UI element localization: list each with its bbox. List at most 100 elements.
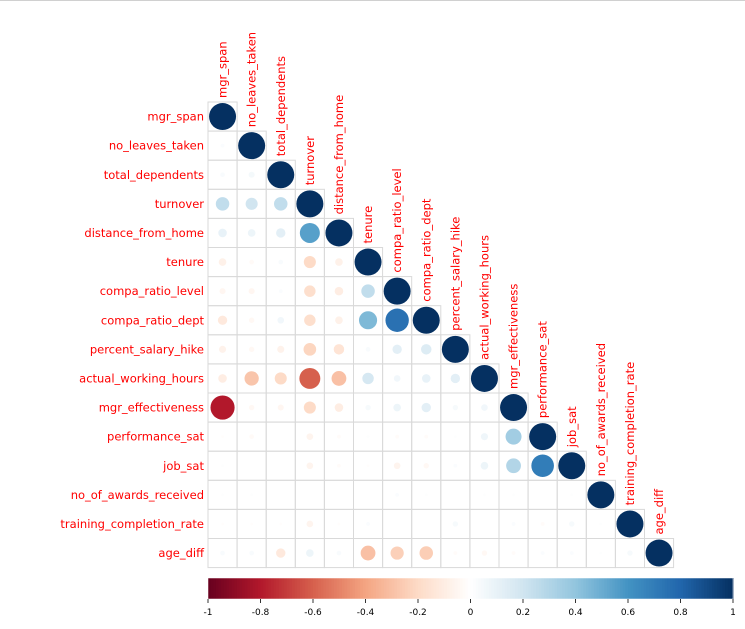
colorbar-segment	[221, 578, 225, 599]
row-label-turnover: turnover	[155, 197, 205, 211]
colorbar-segment	[509, 578, 514, 599]
colorbar-segment	[449, 578, 453, 599]
colorbar-segment	[507, 578, 511, 599]
colorbar-segment	[210, 578, 214, 599]
colorbar-segment	[368, 578, 372, 599]
colorbar-segment	[297, 578, 301, 599]
colorbar-segment	[386, 578, 390, 599]
corr-circle-training_completion_rate-no_leaves_taken	[250, 522, 253, 526]
colorbar-segment	[612, 578, 616, 599]
colorbar-segment	[730, 578, 734, 599]
colorbar-segment	[446, 578, 451, 599]
corr-circle-age_diff-no_leaves_taken	[249, 550, 254, 556]
corr-circle-mgr_effectiveness-compa_ratio_level	[393, 403, 401, 412]
corr-circle-job_sat-mgr_effectiveness	[506, 458, 521, 474]
corr-circle-age_diff-turnover	[306, 549, 314, 557]
colorbar-segment	[693, 578, 697, 599]
circle-layer	[209, 103, 673, 567]
row-label-distance_from_home: distance_from_home	[84, 226, 204, 240]
colorbar-segment	[360, 578, 364, 599]
row-label-percent_salary_hike: percent_salary_hike	[90, 342, 204, 356]
corr-circle-actual_working_hours-total_dependents	[274, 372, 287, 385]
corr-circle-age_diff-total_dependents	[276, 548, 286, 558]
row-label-mgr_span: mgr_span	[147, 110, 204, 124]
colorbar-segment	[641, 578, 645, 599]
colorbar-segment	[481, 578, 485, 599]
colorbar-tick-label: 1	[730, 608, 736, 618]
colorbar-segment	[229, 578, 233, 599]
row-label-mgr_effectiveness: mgr_effectiveness	[99, 401, 204, 415]
corr-circle-training_completion_rate-total_dependents	[279, 522, 283, 526]
corr-circle-actual_working_hours-compa_ratio_level	[393, 375, 401, 382]
corr-circle-no_of_awards_received-actual_working_hours	[483, 493, 486, 497]
colorbar-segment	[557, 578, 561, 599]
corr-circle-age_diff-compa_ratio_dept	[419, 546, 433, 560]
colorbar-tick-label: 0.8	[673, 608, 688, 618]
colorbar-segment	[538, 578, 542, 599]
corr-circle-performance_sat-compa_ratio_dept	[424, 434, 429, 439]
colorbar-segment	[544, 578, 548, 599]
colorbar-segment	[425, 578, 430, 599]
colorbar-segment	[452, 578, 456, 599]
colorbar-segment	[318, 578, 322, 599]
colorbar-segment	[247, 578, 251, 599]
corr-circle-compa_ratio_level-mgr_span	[219, 288, 226, 295]
colorbar-segment	[302, 578, 306, 599]
colorbar-segment	[467, 578, 472, 599]
corr-circle-percent_salary_hike-no_leaves_taken	[248, 346, 255, 353]
corr-circle-training_completion_rate-job_sat	[569, 521, 575, 527]
corr-circle-turnover-no_leaves_taken	[245, 197, 258, 210]
corr-circle-compa_ratio_dept-compa_ratio_dept	[412, 306, 440, 334]
corr-circle-training_completion_rate-distance_from_home	[337, 522, 341, 526]
corr-circle-compa_ratio_level-turnover	[304, 285, 316, 297]
corr-circle-job_sat-turnover	[306, 462, 314, 470]
corr-circle-turnover-mgr_span	[215, 197, 230, 211]
colorbar-segment	[533, 578, 537, 599]
corr-circle-percent_salary_hike-distance_from_home	[333, 344, 345, 355]
colorbar-segment	[208, 578, 212, 599]
colorbar-segment	[670, 578, 674, 599]
row-label-training_completion_rate: training_completion_rate	[60, 517, 204, 531]
colorbar-segment	[494, 578, 498, 599]
column-label-no_leaves_taken: no_leaves_taken	[245, 32, 259, 127]
row-label-performance_sat: performance_sat	[107, 430, 204, 444]
corr-circle-mgr_effectiveness-distance_from_home	[334, 403, 344, 412]
corr-circle-job_sat-percent_salary_hike	[453, 463, 458, 468]
column-label-percent_salary_hike: percent_salary_hike	[448, 217, 462, 331]
colorbar-segment	[454, 578, 458, 599]
colorbar-segment	[276, 578, 280, 599]
colorbar-segment	[352, 578, 356, 599]
corr-circle-age_diff-compa_ratio_level	[390, 546, 404, 560]
colorbar-segment	[601, 578, 605, 599]
colorbar-segment	[362, 578, 367, 599]
corr-circle-distance_from_home-turnover	[299, 222, 320, 243]
corr-circle-percent_salary_hike-total_dependents	[277, 345, 285, 353]
colorbar-segment	[643, 578, 647, 599]
colorbar-segment	[701, 578, 705, 599]
colorbar-segment	[252, 578, 256, 599]
colorbar-segment	[646, 578, 650, 599]
colorbar-tick-label: 0.2	[516, 608, 530, 618]
colorbar-segment	[478, 578, 482, 599]
colorbar-segment	[709, 578, 713, 599]
colorbar-segment	[310, 578, 314, 599]
column-label-compa_ratio_level: compa_ratio_level	[390, 168, 404, 272]
grid-cell	[440, 479, 471, 510]
grid-cell	[294, 479, 325, 510]
grid-cell	[469, 508, 500, 539]
colorbar-segment	[323, 578, 327, 599]
corr-circle-actual_working_hours-mgr_span	[218, 374, 227, 383]
colorbar-segment	[457, 578, 461, 599]
column-labels: mgr_span no_leaves_taken total_dependentst…	[216, 32, 666, 535]
colorbar-segment	[339, 578, 343, 599]
top-border-line	[0, 0, 745, 1]
colorbar-segment	[628, 578, 632, 599]
colorbar-segment	[620, 578, 624, 599]
colorbar-segment	[284, 578, 288, 599]
colorbar-segment	[530, 578, 535, 599]
corr-circle-mgr_effectiveness-percent_salary_hike	[452, 404, 459, 411]
colorbar-segment	[341, 578, 346, 599]
corr-circle-training_completion_rate-mgr_span	[221, 522, 224, 526]
colorbar-segment	[722, 578, 726, 599]
